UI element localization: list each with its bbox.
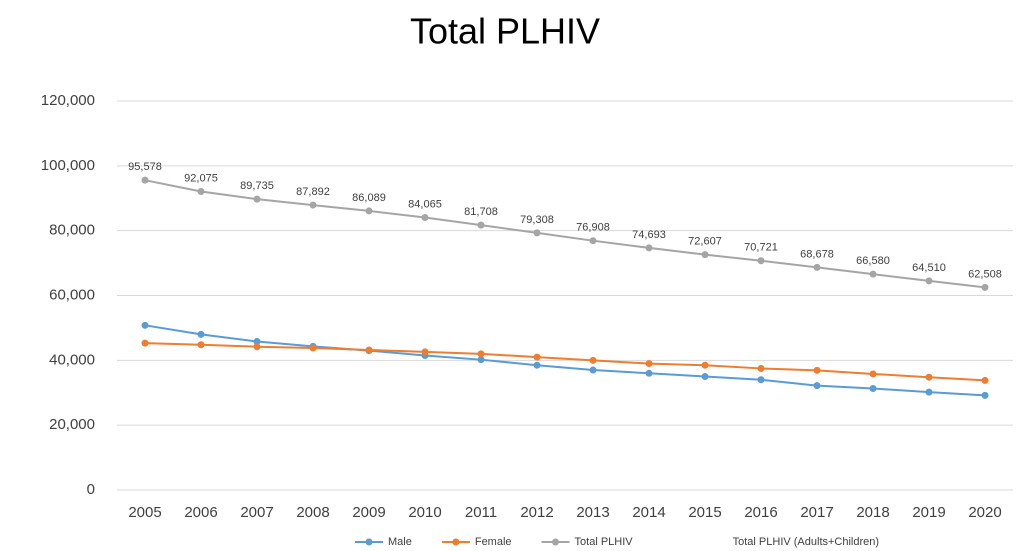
data-point — [925, 388, 933, 396]
data-label: 70,721 — [744, 242, 778, 254]
legend-label: Male — [388, 536, 412, 548]
x-tick-label: 2016 — [744, 504, 777, 521]
data-point — [533, 361, 541, 369]
data-point — [589, 356, 597, 364]
legend-marker — [552, 538, 560, 546]
y-tick-label: 60,000 — [49, 286, 95, 303]
data-point — [477, 221, 485, 229]
data-point — [477, 350, 485, 358]
x-tick-label: 2014 — [632, 504, 665, 521]
data-point — [141, 321, 149, 329]
legend-note: Total PLHIV (Adults+Children) — [733, 536, 879, 548]
chart-title: Total PLHIV — [410, 11, 600, 52]
data-point — [365, 346, 373, 354]
data-point — [813, 382, 821, 390]
data-point — [141, 176, 149, 184]
y-tick-label: 80,000 — [49, 222, 95, 239]
series-line — [144, 324, 986, 397]
data-point — [197, 188, 205, 196]
x-tick-label: 2005 — [128, 504, 161, 521]
x-tick-label: 2020 — [968, 504, 1001, 521]
data-point — [981, 376, 989, 384]
data-point — [533, 229, 541, 237]
x-tick-label: 2017 — [800, 504, 833, 521]
data-point — [645, 369, 653, 377]
data-point — [253, 343, 261, 351]
data-point — [813, 263, 821, 271]
data-label: 89,735 — [240, 180, 274, 192]
data-point — [925, 277, 933, 285]
data-label: 95,578 — [128, 161, 162, 173]
data-label: 86,089 — [352, 192, 386, 204]
legend-marker — [452, 538, 460, 546]
legend-marker — [365, 538, 373, 546]
data-label: 79,308 — [520, 214, 554, 226]
data-label: 81,708 — [464, 206, 498, 218]
data-label: 76,908 — [576, 222, 610, 234]
data-point — [757, 376, 765, 384]
x-tick-label: 2008 — [296, 504, 329, 521]
data-point — [981, 391, 989, 399]
data-label: 62,508 — [968, 268, 1002, 280]
y-tick-label: 20,000 — [49, 416, 95, 433]
data-label: 74,693 — [632, 229, 666, 241]
data-point — [925, 373, 933, 381]
data-point — [701, 361, 709, 369]
data-label: 68,678 — [800, 248, 834, 260]
data-point — [701, 251, 709, 259]
data-point — [589, 366, 597, 374]
series-line — [144, 342, 986, 382]
data-point — [421, 213, 429, 221]
data-point — [869, 270, 877, 278]
x-tick-label: 2015 — [688, 504, 721, 521]
x-tick-label: 2006 — [184, 504, 217, 521]
data-point — [869, 370, 877, 378]
data-point — [757, 257, 765, 265]
data-point — [869, 385, 877, 393]
data-point — [757, 364, 765, 372]
data-point — [365, 207, 373, 215]
x-tick-label: 2007 — [240, 504, 273, 521]
data-point — [421, 348, 429, 356]
data-point — [309, 201, 317, 209]
x-tick-label: 2011 — [465, 504, 497, 521]
data-point — [981, 283, 989, 291]
data-label: 92,075 — [184, 172, 218, 184]
data-point — [589, 237, 597, 245]
data-point — [309, 344, 317, 352]
x-tick-label: 2010 — [408, 504, 441, 521]
x-tick-label: 2013 — [576, 504, 609, 521]
x-tick-label: 2019 — [912, 504, 945, 521]
data-point — [253, 338, 261, 346]
data-label: 87,892 — [296, 186, 330, 198]
y-tick-label: 0 — [87, 481, 95, 498]
data-point — [477, 356, 485, 364]
series-line — [144, 179, 986, 289]
y-tick-label: 100,000 — [41, 157, 95, 174]
x-tick-label: 2018 — [856, 504, 889, 521]
data-label: 72,607 — [688, 236, 722, 248]
data-point — [197, 330, 205, 338]
x-tick-label: 2012 — [520, 504, 553, 521]
data-point — [813, 366, 821, 374]
data-label: 66,580 — [856, 255, 890, 267]
data-point — [197, 341, 205, 349]
data-label: 84,065 — [408, 198, 442, 210]
data-point — [253, 195, 261, 203]
legend-label: Female — [475, 536, 512, 548]
legend-label: Total PLHIV — [575, 536, 634, 548]
data-point — [645, 244, 653, 252]
data-point — [141, 339, 149, 347]
data-label: 64,510 — [912, 262, 946, 274]
data-point — [645, 360, 653, 368]
data-point — [533, 353, 541, 361]
y-tick-label: 120,000 — [41, 92, 95, 109]
x-tick-label: 2009 — [352, 504, 385, 521]
y-tick-label: 40,000 — [49, 351, 95, 368]
data-point — [701, 373, 709, 381]
